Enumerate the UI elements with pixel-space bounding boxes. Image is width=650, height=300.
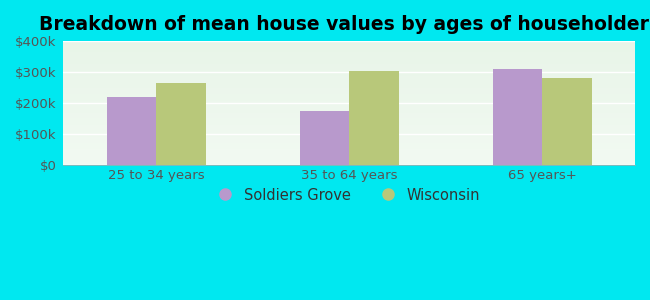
Bar (107, 97, 156, 165)
Bar (493, 69, 542, 165)
Bar (542, 78, 592, 165)
Bar (349, 70, 398, 165)
Bar (156, 83, 205, 165)
Legend: Soldiers Grove, Wisconsin: Soldiers Grove, Wisconsin (211, 181, 488, 210)
Bar (300, 111, 349, 165)
Title: Breakdown of mean house values by ages of householders: Breakdown of mean house values by ages o… (38, 15, 650, 34)
